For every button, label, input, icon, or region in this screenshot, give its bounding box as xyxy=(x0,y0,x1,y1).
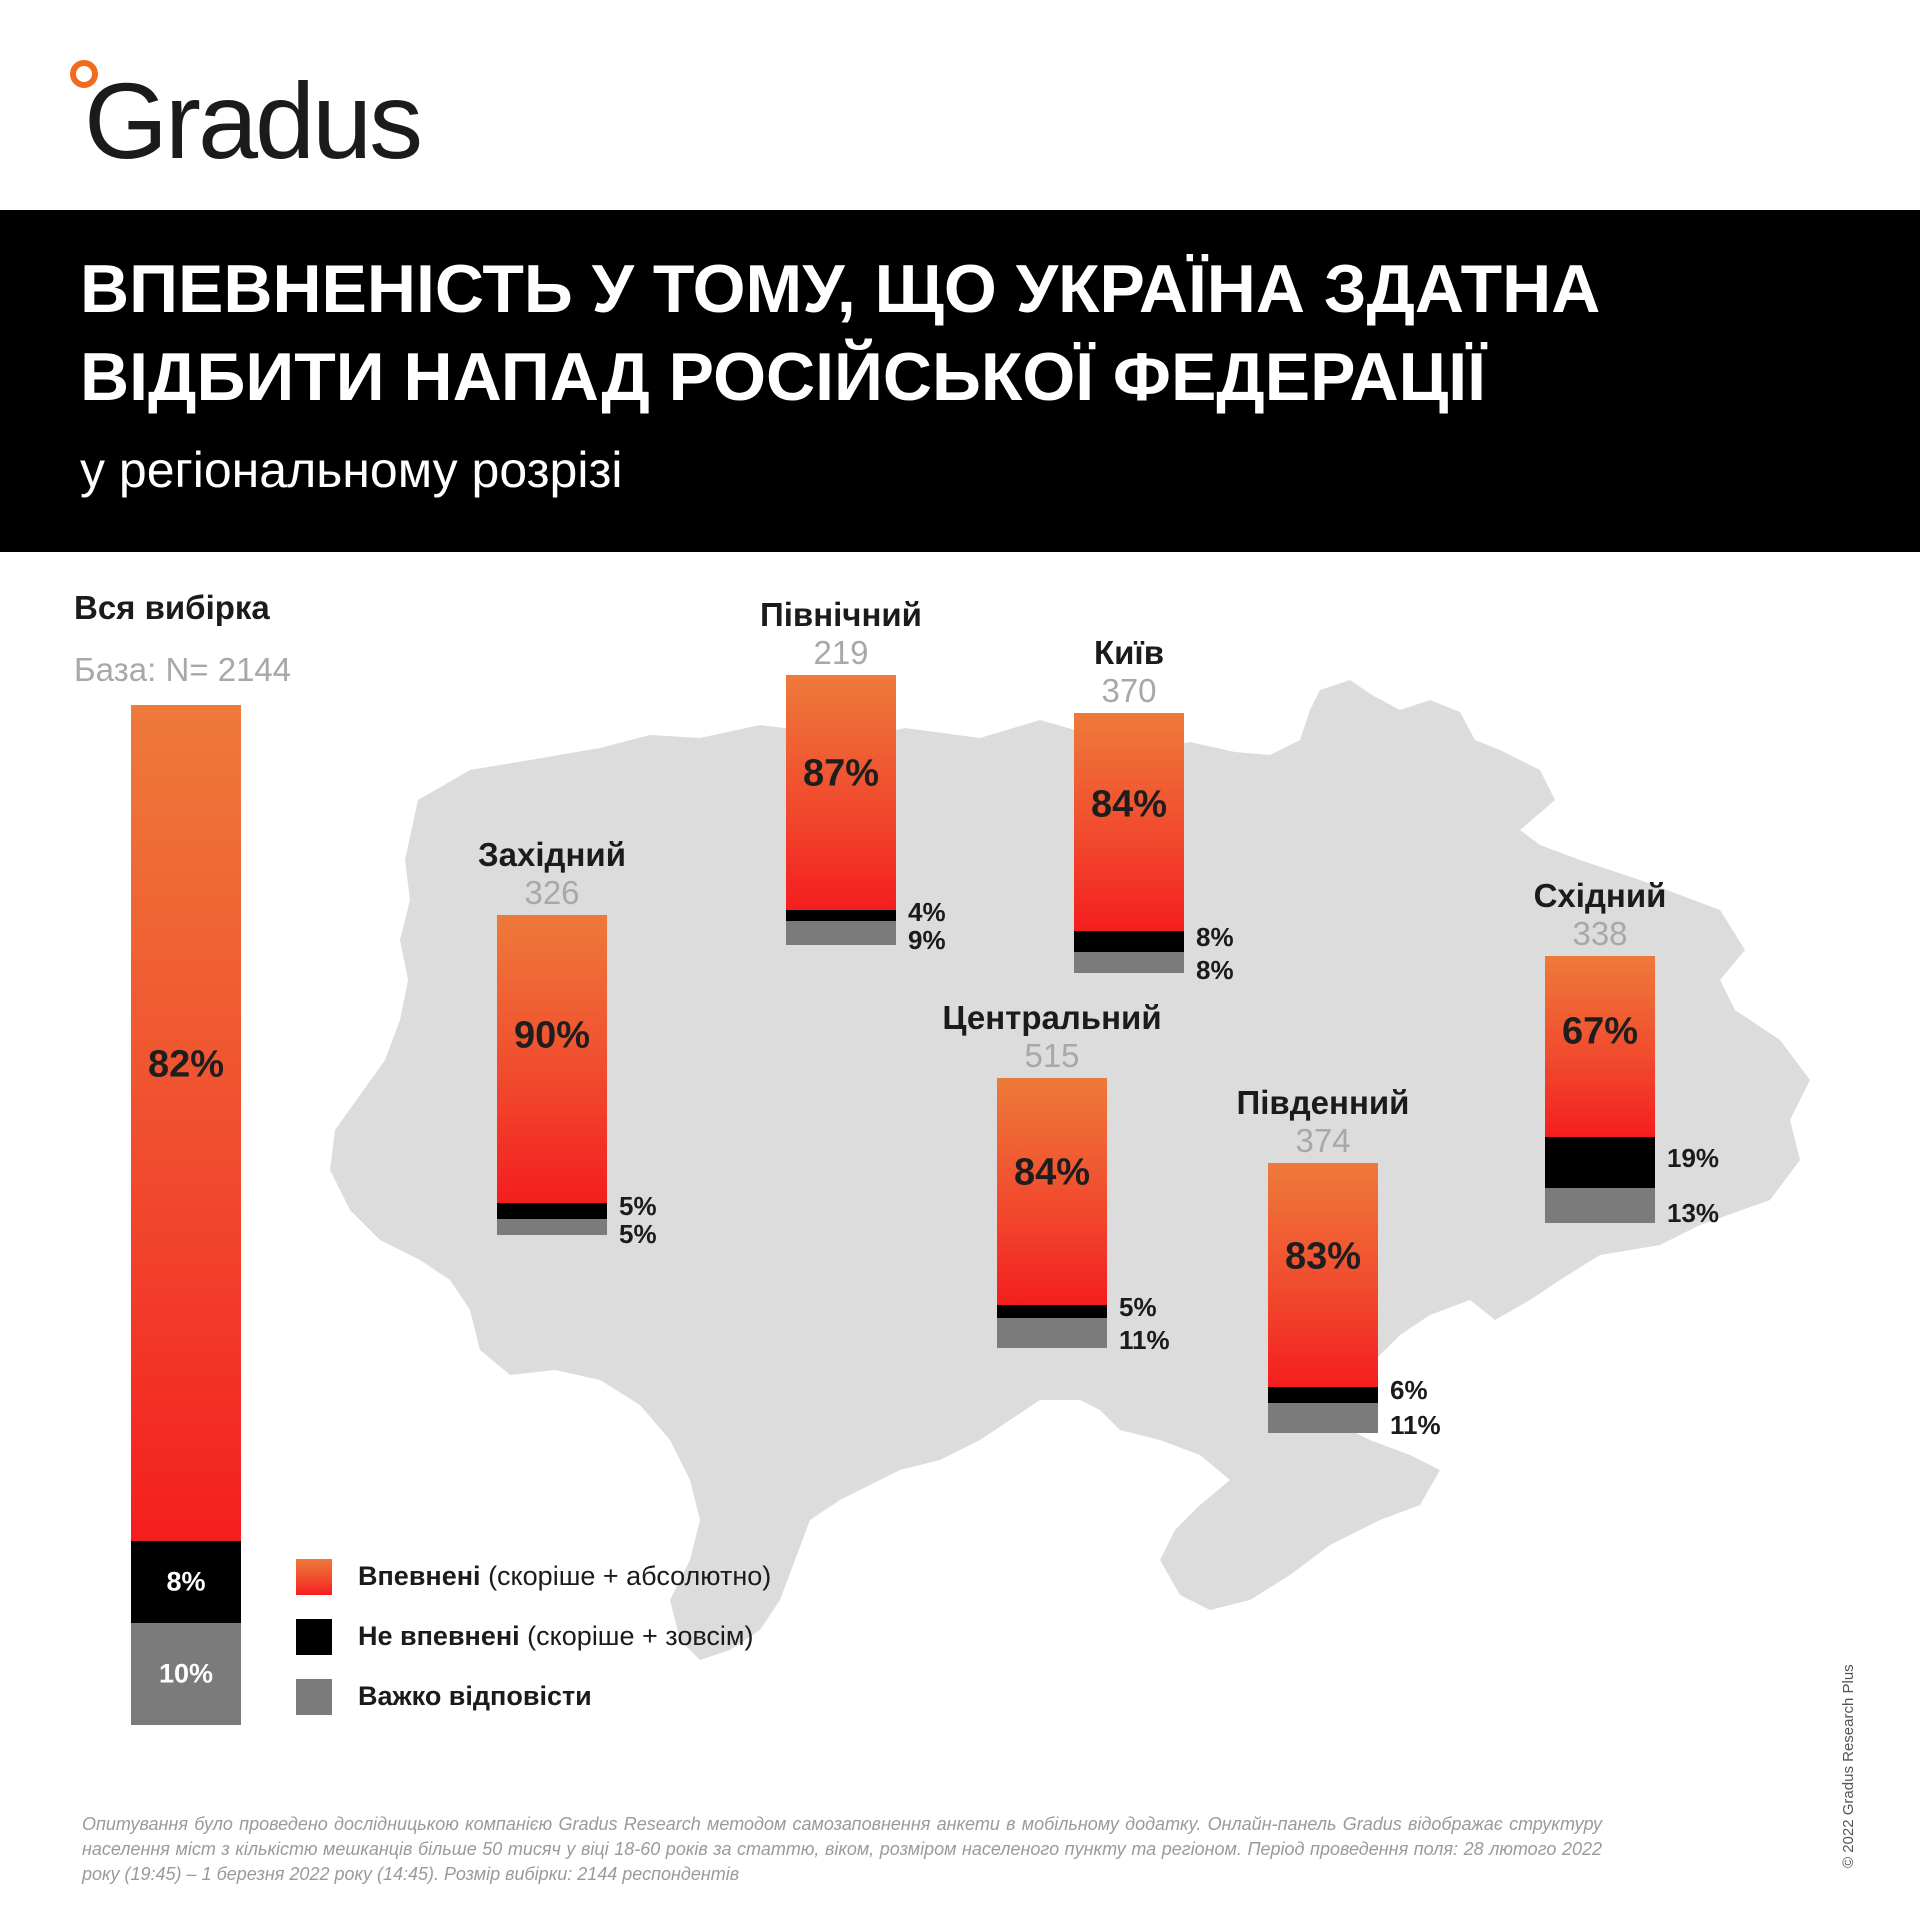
value-label-not-confident-north: 4% xyxy=(908,896,946,927)
value-label-hard-north: 9% xyxy=(908,924,946,955)
legend-label-not-confident: Не впевнені (скоріше + зовсім) xyxy=(358,1621,754,1651)
region-base-north: 219 xyxy=(813,634,869,671)
title-banner xyxy=(0,210,1920,552)
value-label-not-confident-east: 19% xyxy=(1667,1142,1720,1173)
chart-subtitle: у регіональному розрізі xyxy=(80,442,623,498)
value-label-hard-west: 5% xyxy=(619,1219,657,1249)
bar-segment-not-confident-west xyxy=(497,1203,607,1219)
logo-dot-icon xyxy=(70,60,98,88)
region-label-east: Східний xyxy=(1533,877,1667,914)
bar-segment-not-confident-east xyxy=(1545,1136,1655,1189)
value-label-confident-east: 67% xyxy=(1561,1010,1639,1053)
bar-segment-hard-west xyxy=(497,1219,607,1235)
legend-swatch-not-confident xyxy=(296,1619,332,1655)
bar-kyiv: 84% xyxy=(1074,713,1184,973)
region-label-west: Західний xyxy=(477,836,627,873)
value-label-not-confident-west: 5% xyxy=(619,1191,657,1221)
region-base-west: 326 xyxy=(524,874,580,911)
value-label-not-confident-south: 6% xyxy=(1390,1375,1428,1406)
bar-center: 84% xyxy=(997,1078,1107,1348)
footnote: Опитування було проведено дослідницькою … xyxy=(82,1814,1602,1884)
bar-segment-not-confident-south xyxy=(1268,1387,1378,1404)
value-label-confident-total: 82% xyxy=(147,1043,225,1086)
bar-segment-hard-total xyxy=(131,1623,241,1725)
value-label-hard-east: 13% xyxy=(1667,1197,1720,1228)
bar-segment-hard-east xyxy=(1545,1188,1655,1224)
legend-swatch-confident xyxy=(296,1559,332,1595)
chart-title: Впевненість у тому, що Україна здатна ві… xyxy=(80,251,1601,415)
bar-segment-confident-center xyxy=(997,1078,1107,1305)
bar-segment-not-confident-kyiv xyxy=(1074,931,1184,953)
value-label-not-confident-kyiv: 8% xyxy=(1196,921,1234,952)
region-label-north: Північний xyxy=(760,596,922,633)
bar-segment-not-confident-total xyxy=(131,1541,241,1623)
value-label-confident-south: 83% xyxy=(1284,1235,1362,1278)
value-label-confident-center: 84% xyxy=(1013,1151,1091,1194)
bar-segment-confident-total xyxy=(131,705,241,1542)
bar-segment-confident-west xyxy=(497,915,607,1203)
value-label-confident-north: 87% xyxy=(802,752,880,795)
copyright: © 2022 Gradus Research Plus xyxy=(1840,1664,1857,1868)
value-label-confident-kyiv: 84% xyxy=(1090,783,1168,826)
region-label-total: Вся вибірка xyxy=(74,589,270,626)
bar-segment-not-confident-center xyxy=(997,1304,1107,1319)
legend-swatch-hard xyxy=(296,1679,332,1715)
bar-segment-hard-north xyxy=(786,920,896,945)
value-label-confident-west: 90% xyxy=(513,1014,591,1057)
value-label-hard-kyiv: 8% xyxy=(1196,954,1234,985)
value-label-hard-south: 11% xyxy=(1390,1410,1441,1441)
bar-segment-hard-south xyxy=(1268,1403,1378,1433)
bar-segment-confident-north xyxy=(786,675,896,910)
region-base-center: 515 xyxy=(1024,1037,1080,1074)
region-base-south: 374 xyxy=(1295,1122,1351,1159)
bar-segment-confident-kyiv xyxy=(1074,713,1184,932)
bar-south: 83% xyxy=(1268,1163,1378,1433)
region-label-south: Південний xyxy=(1236,1084,1410,1121)
bar-segment-hard-kyiv xyxy=(1074,952,1184,973)
bar-segment-not-confident-north xyxy=(786,909,896,921)
bar-total: 82% 8% 10% xyxy=(131,705,241,1725)
region-label-center: Центральний xyxy=(942,999,1162,1036)
bar-north: 87% xyxy=(786,675,896,945)
legend-label-hard: Важко відповісти xyxy=(358,1681,592,1711)
region-base-kyiv: 370 xyxy=(1101,672,1157,709)
legend-label-confident: Впевнені (скоріше + абсолютно) xyxy=(358,1561,772,1591)
value-label-not-confident-total: 8% xyxy=(166,1566,206,1597)
region-base-east: 338 xyxy=(1572,915,1628,952)
value-label-not-confident-center: 5% xyxy=(1119,1291,1157,1322)
bar-segment-confident-south xyxy=(1268,1163,1378,1388)
bar-east: 67% xyxy=(1545,956,1655,1224)
value-label-hard-center: 11% xyxy=(1119,1325,1170,1356)
bar-segment-hard-center xyxy=(997,1318,1107,1348)
gradus-logo: Gradus xyxy=(70,60,470,176)
bar-segment-confident-east xyxy=(1545,956,1655,1137)
value-label-hard-total: 10% xyxy=(158,1658,214,1689)
bar-west: 90% xyxy=(497,915,607,1235)
region-label-kyiv: Київ xyxy=(1094,634,1164,671)
logo-text: Gradus xyxy=(84,60,423,181)
region-base-total: База: N= 2144 xyxy=(74,651,292,688)
